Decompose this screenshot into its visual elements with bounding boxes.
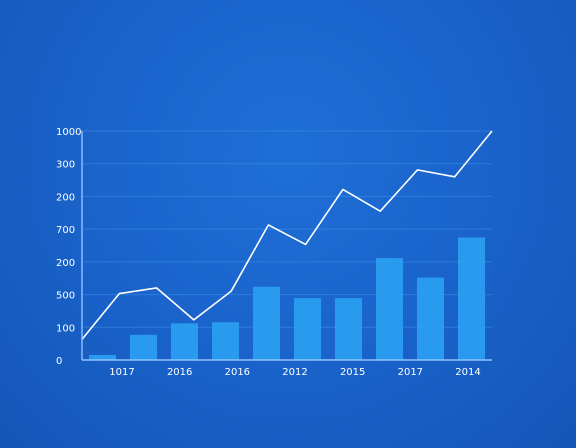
y-tick-label: 1000 bbox=[56, 127, 81, 138]
bar-series bbox=[88, 237, 486, 360]
y-tick-label: 700 bbox=[56, 225, 75, 236]
x-tick-label: 2016 bbox=[167, 367, 192, 378]
bar bbox=[211, 322, 240, 360]
bar bbox=[129, 334, 158, 360]
x-tick-label: 2016 bbox=[225, 367, 250, 378]
y-tick-label: 200 bbox=[56, 258, 75, 269]
bar bbox=[334, 298, 363, 360]
y-axis-labels: 0 100 500 200 700 200 300 1000 bbox=[56, 127, 81, 367]
bar bbox=[252, 286, 281, 360]
bar bbox=[375, 258, 404, 360]
y-tick-label: 200 bbox=[56, 192, 75, 203]
y-tick-label: 0 bbox=[56, 356, 62, 367]
x-tick-label: 1017 bbox=[109, 367, 134, 378]
x-tick-label: 2014 bbox=[455, 367, 480, 378]
trend-line bbox=[81, 130, 493, 340]
bar bbox=[457, 237, 486, 360]
bar bbox=[416, 277, 445, 360]
x-axis-labels: 1017 2016 2016 2012 2015 2017 2014 bbox=[109, 367, 480, 378]
x-tick-label: 2015 bbox=[340, 367, 365, 378]
y-tick-label: 300 bbox=[56, 160, 75, 171]
x-tick-label: 2012 bbox=[282, 367, 307, 378]
grid-lines bbox=[82, 130, 492, 328]
bar bbox=[170, 323, 199, 360]
bar bbox=[88, 354, 117, 360]
y-tick-label: 100 bbox=[56, 323, 75, 334]
y-tick-label: 500 bbox=[56, 291, 75, 302]
bar bbox=[293, 298, 322, 360]
x-tick-label: 2017 bbox=[398, 367, 423, 378]
